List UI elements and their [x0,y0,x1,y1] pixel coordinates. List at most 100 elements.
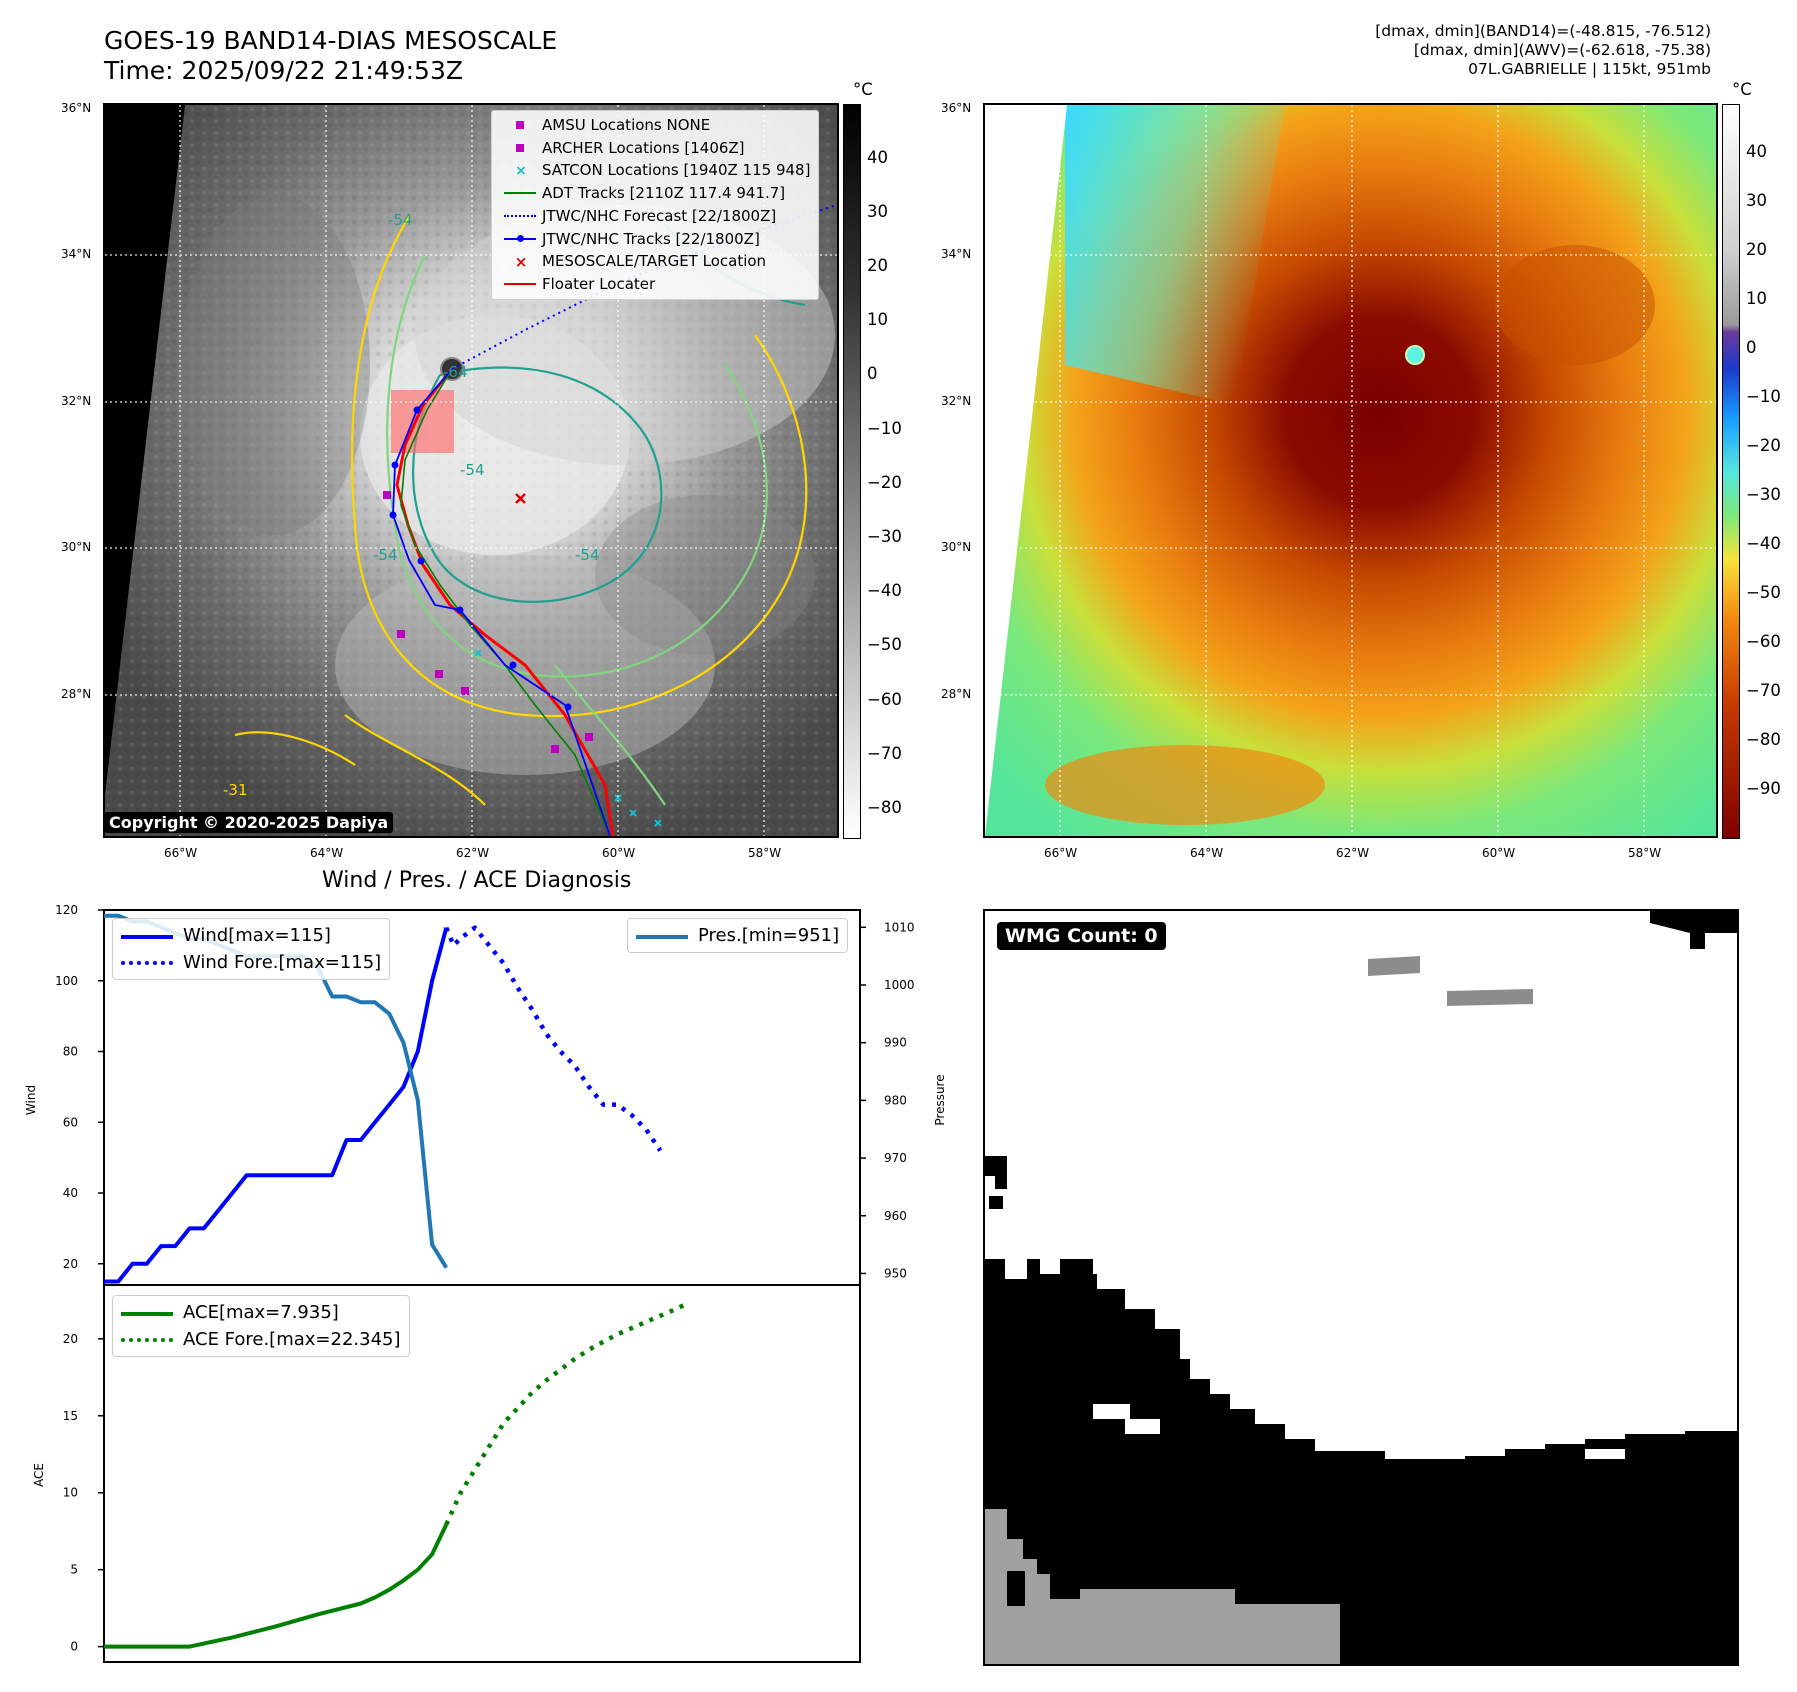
title-line-2: Time: 2025/09/22 21:49:53Z [104,56,463,85]
ace-series-line [104,1523,449,1649]
colorbar-tick: −60 [867,690,902,709]
pressure-legend: Pres.[min=951] [627,918,849,953]
wmg-gray-region [985,1509,1340,1664]
archer-locations [383,491,593,753]
lat-label: 36°N [941,101,972,115]
legend-pressure: Pres.[min=951] [636,922,839,949]
colorbar-tick: 0 [1746,338,1757,357]
square-marker-icon [500,115,542,135]
ace-y-tick-label: 5 [70,1563,78,1577]
lat-label: 30°N [941,540,972,554]
satcon-locations [474,649,662,827]
colorbar-tick: −30 [867,527,902,546]
wind-axis-label: Wind [24,1085,38,1115]
wind-y-tick-label: 100 [55,974,78,988]
dotted-line-icon [121,1332,173,1348]
dotted-line-icon [121,955,173,971]
colorbar-tick: −40 [1746,534,1781,553]
diagnosis-title: Wind / Pres. / ACE Diagnosis [322,868,632,893]
lon-label: 58°W [1628,846,1662,860]
ace-axes [103,1284,861,1663]
contour-label: -64 [443,363,468,381]
best-track-points [389,406,572,711]
wmg-white-gap [1585,1449,1625,1459]
line-icon [121,1305,173,1321]
wind-y-tick-label: 80 [63,1045,78,1059]
colorbar-tick: −80 [867,798,902,817]
dotted-line-icon [500,206,542,226]
lon-label: 62°W [1336,846,1370,860]
lon-label: 66°W [1044,846,1078,860]
colorbar-tick: 30 [1746,191,1767,210]
contour-label: -54 [373,546,398,564]
legend-wind: Wind[max=115] [121,922,381,949]
x-marker-icon: × [514,252,528,271]
pressure-y-tick-label: 950 [884,1266,907,1280]
line-icon [636,928,688,944]
map-legend: AMSU Locations NONE ARCHER Locations [14… [491,110,820,300]
wmg-black-corner [1650,911,1737,949]
diagnosis-series [104,913,690,1649]
ace-y-tick-label: 10 [63,1486,78,1500]
storm-eye [1405,345,1425,365]
colorbar-tick: 40 [867,148,888,167]
wind-y-ticks: 20 40 60 80 100 120 [55,903,104,1271]
ace-axis-label: ACE [32,1463,46,1487]
contour-label: -31 [223,781,248,799]
wind-y-tick-label: 120 [55,903,78,917]
lat-label: 34°N [61,247,92,261]
contour-label: -54 [575,546,600,564]
legend-wind-fore: Wind Fore.[max=115] [121,949,381,976]
ace-y-ticks: 0 5 10 15 20 [63,1332,104,1654]
legend-archer: ARCHER Locations [1406Z] [500,137,810,160]
line-icon [500,183,542,203]
lat-label: 28°N [61,687,92,701]
legend-best-track: JTWC/NHC Tracks [22/1800Z] [500,228,810,251]
left-colorbar-unit: °C [853,80,873,99]
wmg-white-gap [1125,1419,1160,1434]
no-data-region [105,105,185,795]
lon-label: 66°W [164,846,198,860]
colorbar-tick: −20 [867,473,902,492]
lat-label: 30°N [61,540,92,554]
contour-label: -54 [460,461,485,479]
x-marker-icon: × [515,162,527,179]
wind-y-tick-label: 40 [63,1186,78,1200]
pressure-y-tick-label: 960 [884,1209,907,1223]
legend-forecast: JTWC/NHC Forecast [22/1800Z] [500,205,810,228]
legend-floater: Floater Locater [500,273,810,296]
wind-legend: Wind[max=115] Wind Fore.[max=115] [112,918,391,980]
colorbar-tick: 40 [1746,142,1767,161]
pressure-y-tick-label: 1000 [884,978,915,992]
contour-label: -54 [388,211,413,229]
wmg-black-fragment [985,1156,1007,1189]
no-data-region [985,105,1067,836]
wmg-white-gap [1093,1404,1130,1419]
legend-amsu: AMSU Locations NONE [500,114,810,137]
best-track [392,368,611,836]
colorbar-tick: −50 [867,635,902,654]
map-gridlines [985,105,1716,836]
target-marker [515,493,526,504]
colorbar-tick: 30 [867,202,888,221]
lat-label: 28°N [941,687,972,701]
legend-satcon: × SATCON Locations [1940Z 115 948] [500,159,810,182]
info-line-2: [dmax, dmin](AWV)=(-62.618, -75.38) [1413,41,1711,59]
copyright-label: Copyright © 2020-2025 Dapiya [104,812,394,833]
colorbar-tick: 0 [867,364,878,383]
square-marker-icon [500,138,542,158]
legend-target: × MESOSCALE/TARGET Location [500,250,810,273]
info-line-3: 07L.GABRIELLE | 115kt, 951mb [1468,60,1711,78]
storm-info: [dmax, dmin](BAND14)=(-48.815, -76.512) … [1375,22,1711,79]
colorbar-tick: −20 [1746,436,1781,455]
pressure-axis-label: Pressure [933,1074,947,1125]
lon-label: 62°W [456,846,490,860]
colorbar-tick: 20 [1746,240,1767,259]
colorbar-tick: −10 [1746,387,1781,406]
left-colorbar [843,104,861,839]
colorbar-tick: −80 [1746,730,1781,749]
lat-label: 34°N [941,247,972,261]
colorbar-tick: −90 [1746,779,1781,798]
colorbar-tick: −40 [867,581,902,600]
